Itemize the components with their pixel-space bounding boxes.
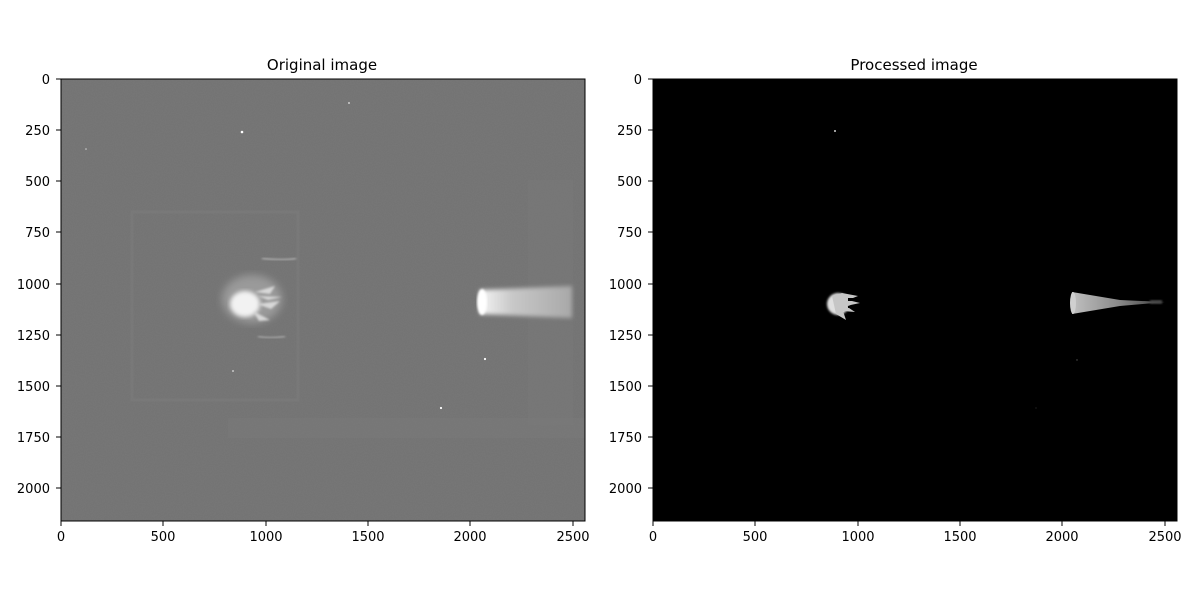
x-tick-label: 1500 [351,530,384,545]
y-tick-label: 2000 [609,482,642,497]
x-tick-label: 1500 [943,530,976,545]
y-tick-label: 1250 [17,329,50,344]
y-tick-label: 750 [617,226,642,241]
y-tick-label: 1500 [17,380,50,395]
chart-title: Processed image [850,56,977,74]
x-tick-label: 2000 [1045,530,1078,545]
y-tick-label: 1500 [609,380,642,395]
panel-original: Original image [17,56,590,545]
y-tick-label: 1250 [609,329,642,344]
y-ticks: 0 250 500 750 1000 1250 1500 1750 2000 [17,73,61,497]
y-tick-label: 1750 [17,431,50,446]
faint-band-bottom [228,418,585,438]
bright-blob-processed [827,293,860,320]
x-tick-label: 1000 [249,530,282,545]
x-tick-label: 500 [743,530,768,545]
y-tick-label: 0 [42,73,50,88]
y-tick-label: 500 [25,175,50,190]
panel-processed: Processed image [609,56,1182,545]
image-original [61,79,585,521]
faint-frame-left [130,210,300,402]
x-tick-label: 0 [57,530,65,545]
y-tick-label: 0 [634,73,642,88]
y-tick-label: 1000 [609,278,642,293]
y-tick-label: 250 [617,124,642,139]
y-tick-label: 1000 [17,278,50,293]
bright-cone-processed [1070,292,1165,314]
x-tick-label: 500 [151,530,176,545]
x-tick-label: 0 [649,530,657,545]
bright-cone-original [477,286,572,318]
axes-frame [60,78,586,522]
y-ticks: 0 250 500 750 1000 1250 1500 1750 2000 [609,73,653,497]
bright-blob-original [222,256,297,340]
image-processed [653,79,1177,521]
x-ticks: 0 500 1000 1500 2000 2500 [649,521,1182,545]
axes-frame [652,78,1178,522]
y-tick-label: 500 [617,175,642,190]
y-tick-label: 2000 [17,482,50,497]
y-tick-label: 750 [25,226,50,241]
x-tick-label: 2000 [453,530,486,545]
x-ticks: 0 500 1000 1500 2000 2500 [57,521,590,545]
x-tick-label: 2500 [556,530,589,545]
y-tick-label: 250 [25,124,50,139]
chart-title: Original image [267,56,377,74]
x-tick-label: 1000 [841,530,874,545]
x-tick-label: 2500 [1148,530,1181,545]
y-tick-label: 1750 [609,431,642,446]
